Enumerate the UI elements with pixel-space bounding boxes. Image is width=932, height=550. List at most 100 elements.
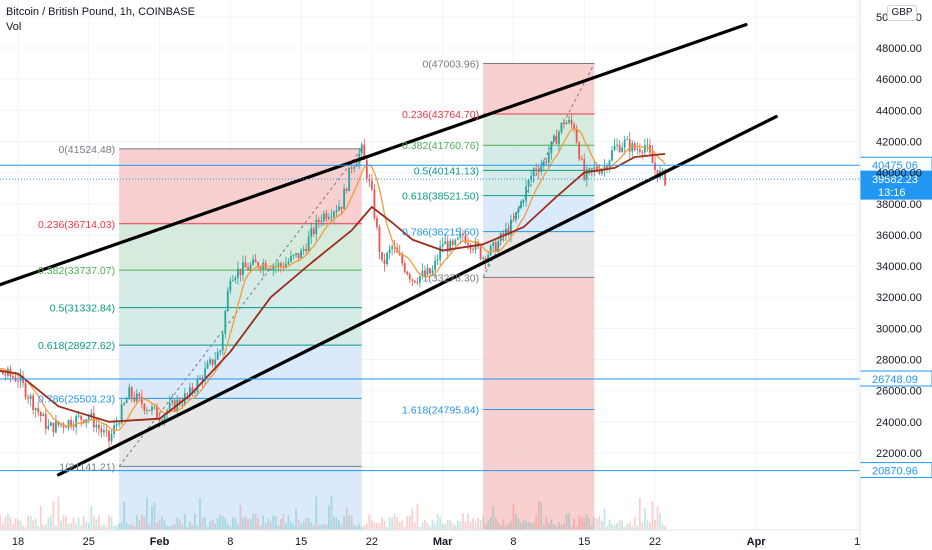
volume-bar (148, 523, 151, 530)
volume-bar (365, 523, 368, 530)
volume-bar (535, 514, 538, 530)
volume-bar (467, 513, 469, 530)
volume-bar (633, 516, 636, 530)
volume-bar (153, 502, 156, 530)
candle-body (269, 269, 272, 270)
volume-bar (237, 523, 239, 530)
candle-body (204, 368, 206, 381)
candle-body (312, 228, 315, 235)
fib-zone (483, 277, 595, 410)
candle-body (156, 406, 158, 418)
candle-body (328, 217, 330, 219)
volume-bar (211, 519, 214, 530)
candle-body (525, 186, 527, 202)
volume-indicator-label: Vol (6, 21, 22, 33)
volume-bar (97, 515, 100, 530)
volume-bar (563, 523, 565, 530)
candle-body (459, 233, 462, 238)
volume-bar (138, 519, 141, 530)
volume-bar (120, 522, 123, 530)
candle-body (279, 263, 282, 267)
time-axis-tick-label: Feb (150, 536, 170, 548)
volume-bar (560, 524, 563, 530)
candle-body (515, 212, 517, 220)
time-axis-tick-label: 15 (578, 536, 590, 548)
fib-level-label: 1.618(24795.84) (402, 404, 479, 416)
volume-bar (146, 497, 148, 530)
volume-bar (181, 524, 184, 530)
volume-bar (267, 518, 270, 530)
volume-bar (373, 522, 376, 530)
price-axis-tick-label: 34000.00 (876, 261, 922, 273)
volume-bar (70, 523, 72, 530)
currency-button[interactable]: GBP (887, 5, 917, 21)
candle-body (646, 144, 649, 146)
volume-bar (221, 515, 224, 530)
candle-body (439, 246, 442, 260)
volume-bar (515, 513, 517, 530)
candle-body (325, 213, 328, 219)
candle-body (226, 290, 229, 312)
volume-bar (113, 526, 115, 530)
volume-bar (279, 518, 282, 530)
volume-bar (320, 524, 323, 530)
candle-body (72, 426, 75, 428)
fib-zone (119, 398, 362, 467)
volume-bar (42, 524, 45, 530)
candle-body (300, 250, 303, 259)
volume-bar (641, 522, 644, 530)
volume-bar (178, 519, 181, 530)
volume-bar (108, 515, 110, 530)
candle-body (305, 248, 308, 252)
candle-body (547, 153, 550, 163)
candle-body (535, 168, 538, 171)
price-axis-tick-label: 28000.00 (876, 355, 922, 367)
candle-body (434, 260, 436, 271)
volume-bar (194, 514, 196, 530)
candle-body (580, 159, 583, 160)
volume-bar (328, 505, 330, 530)
candle-body (148, 410, 151, 411)
candle-body (257, 262, 260, 268)
candle-body (335, 210, 338, 212)
price-axis-tick-label: 40000.00 (876, 168, 922, 180)
candle-body (140, 396, 143, 405)
volume-bar (125, 523, 128, 530)
candle-body (401, 255, 404, 264)
candle-body (585, 169, 588, 180)
candle-body (135, 393, 138, 402)
candle-body (343, 188, 345, 209)
candle-body (383, 259, 386, 265)
candle-body (244, 262, 247, 268)
volume-bar (82, 516, 85, 530)
volume-bar (403, 526, 406, 530)
candle-body (489, 245, 492, 255)
volume-bar (214, 523, 217, 530)
fib-zone (119, 345, 362, 399)
volume-bar (391, 517, 394, 530)
candle-body (360, 144, 363, 154)
volume-bar (191, 524, 194, 530)
candle-body (421, 270, 424, 277)
volume-bar (158, 519, 161, 530)
candle-body (113, 425, 115, 434)
candle-body (507, 228, 510, 235)
volume-bar (555, 525, 558, 530)
candle-body (590, 168, 593, 170)
candle-body (461, 233, 464, 236)
volume-bar (9, 516, 12, 530)
volume-bar (611, 524, 613, 530)
candle-body (656, 170, 659, 178)
volume-bar (575, 526, 578, 530)
time-axis-tick-label: 22 (649, 536, 661, 548)
candle-body (52, 422, 55, 433)
volume-bar (302, 521, 305, 530)
volume-bar (583, 518, 586, 530)
volume-bar (616, 523, 618, 530)
candle-body (209, 359, 212, 364)
volume-bar (552, 524, 555, 530)
volume-bar (0, 514, 2, 530)
volume-bar (234, 518, 237, 530)
candle-body (441, 244, 444, 247)
